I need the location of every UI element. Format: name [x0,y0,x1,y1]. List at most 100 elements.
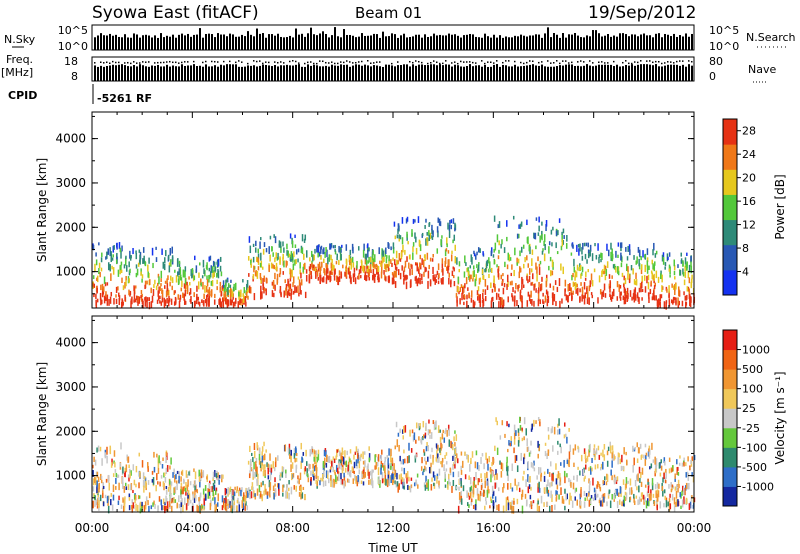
range-gate-cell [450,440,452,449]
range-gate-cell [641,264,643,270]
range-gate-cell [253,450,256,459]
range-gate-cell [517,481,520,487]
range-gate-cell [616,500,619,509]
range-gate-cell [412,242,415,247]
range-gate-cell [428,466,431,474]
range-gate-cell [432,420,435,425]
range-gate-cell [446,243,448,248]
range-gate-cell [594,495,597,501]
range-gate-cell [282,253,284,260]
range-gate-cell [215,504,218,511]
nsky-bar [643,33,645,50]
freq-bar [538,65,540,81]
freq-bar [238,66,240,81]
range-gate-cell [104,282,107,287]
range-gate-cell [286,243,288,250]
range-gate-cell [111,504,114,511]
range-gate-cell [447,222,449,230]
range-gate-cell [489,261,491,269]
range-gate-cell [181,469,184,476]
range-gate-cell [136,268,139,276]
range-gate-cell [526,300,529,307]
range-gate-cell [168,500,171,508]
nsky-bar [124,34,126,50]
range-gate-cell [566,473,568,478]
range-gate-cell [539,419,541,424]
range-gate-cell [633,497,635,503]
range-gate-cell [324,268,326,276]
range-gate-cell [502,505,505,513]
range-gate-cell [106,251,108,259]
range-gate-cell [673,296,675,303]
range-gate-cell [274,488,277,495]
range-gate-cell [454,256,457,264]
range-gate-cell [432,253,434,258]
range-gate-cell [394,235,397,240]
nave-dot [604,62,606,64]
range-gate-cell [99,292,102,301]
range-gate-cell [285,490,287,499]
range-gate-cell [410,448,413,453]
range-gate-cell [230,505,233,509]
range-gate-cell [263,288,266,292]
range-gate-cell [150,287,152,294]
range-gate-cell [454,430,456,434]
range-gate-cell [288,492,290,500]
nave-dot [508,60,510,62]
range-gate-cell [109,445,112,453]
range-gate-cell [435,420,437,428]
range-gate-cell [390,465,392,470]
range-gate-cell [652,263,654,270]
range-gate-cell [638,447,640,454]
range-gate-cell [345,266,347,271]
range-gate-cell [95,499,98,506]
range-gate-cell [272,485,275,492]
range-gate-cell [608,274,611,279]
range-gate-cell [595,254,598,260]
range-gate-cell [588,492,590,497]
range-gate-cell [290,292,292,300]
freq-bar [604,64,606,81]
range-gate-cell [559,477,562,486]
range-gate-cell [617,492,620,497]
nave-dot [103,62,105,64]
nave-dot [253,60,255,62]
range-gate-cell [589,480,591,486]
range-gate-cell [175,480,178,484]
range-gate-cell [97,445,100,452]
range-gate-cell [459,287,462,292]
nsky-bar [199,28,201,50]
range-gate-cell [96,447,98,453]
range-gate-cell [298,491,301,497]
freq-bar [286,64,288,81]
range-gate-cell [180,505,182,514]
range-gate-cell [604,476,606,481]
nsky-bar [301,33,303,50]
range-gate-cell [163,472,166,477]
range-gate-cell [467,287,469,291]
range-gate-cell [184,290,187,297]
range-gate-cell [353,454,355,460]
range-gate-cell [565,433,567,438]
y-tick-label: 1000 [55,469,86,483]
freq-bar [610,64,612,81]
range-gate-cell [472,265,475,270]
range-gate-cell [186,290,189,295]
nsky-bar [421,37,423,50]
nsky-bar [682,36,684,50]
range-gate-cell [167,486,170,492]
range-gate-cell [452,275,455,279]
range-gate-cell [581,255,584,261]
range-gate-cell [226,505,229,509]
range-gate-cell [385,276,387,282]
range-gate-cell [655,295,657,301]
range-gate-cell [375,263,378,268]
range-gate-cell [440,279,443,285]
freq-bar [676,64,678,81]
range-gate-cell [644,264,646,273]
range-gate-cell [567,283,569,292]
range-gate-cell [316,456,318,463]
freq-bar [367,65,369,81]
range-gate-cell [170,275,172,281]
